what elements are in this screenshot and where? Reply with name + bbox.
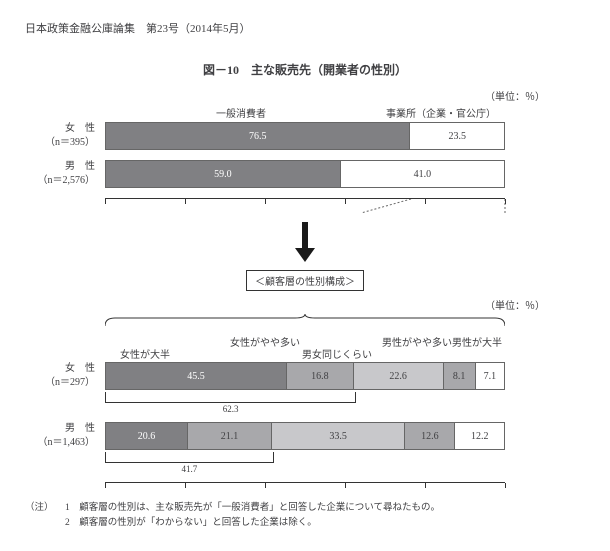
bar-segment: 20.6	[106, 423, 188, 449]
seg-label-consumer: 一般消費者	[105, 105, 377, 120]
sum-bracket: 62.3	[105, 392, 356, 403]
seg-label: 女性がやや多い	[230, 334, 300, 349]
bar-segment: 7.1	[476, 363, 504, 389]
bar-segment: 23.5	[410, 123, 504, 149]
bar-segment: 76.5	[106, 123, 410, 149]
page-header: 日本政策金融公庫論集 第23号（2014年5月）	[25, 20, 585, 36]
chart-2: 女性が大半 女性がやや多い男女同じくらい男性がやや多い男性が大半 女 性（n＝29…	[25, 334, 585, 483]
bar: 76.523.5	[105, 122, 505, 150]
bar-segment: 21.1	[188, 423, 272, 449]
bar-segment: 59.0	[106, 161, 341, 187]
bar-segment: 45.5	[106, 363, 287, 389]
bar-segment: 41.0	[341, 161, 504, 187]
sum-bracket: 41.7	[105, 452, 274, 463]
row-label: 女 性（n＝395）	[25, 122, 105, 150]
row-label: 男 性（n＝1,463）	[25, 422, 105, 450]
unit-label-2: （単位：％）	[25, 297, 545, 312]
bar-segment: 12.6	[405, 423, 455, 449]
unit-label-1: （単位：％）	[25, 88, 545, 103]
bar-row: 男 性（n＝1,463）20.621.133.512.612.2	[25, 422, 585, 450]
row-label: 男 性（n＝2,576）	[25, 160, 105, 188]
bar: 59.041.0	[105, 160, 505, 188]
bar-segment: 12.2	[455, 423, 504, 449]
seg-label: 女性が大半	[120, 346, 170, 361]
arrow-down	[25, 222, 585, 265]
seg-label-biz: 事業所（企業・官公庁）	[377, 105, 505, 120]
bar-segment: 22.6	[354, 363, 444, 389]
seg-label: 男性がやや多い	[382, 334, 452, 349]
figure-title: 図－10 主な販売先（開業者の性別）	[25, 61, 585, 78]
curly-brace	[105, 314, 585, 326]
sub-caption: ＜顧客層の性別構成＞	[246, 270, 364, 291]
row-label: 女 性（n＝297）	[25, 362, 105, 390]
bar-row: 女 性（n＝395）76.523.5	[25, 122, 585, 150]
seg-label: 男性が大半	[452, 334, 502, 349]
chart-1: 一般消費者事業所（企業・官公庁） 女 性（n＝395）76.523.5男 性（n…	[25, 105, 585, 199]
bar-row: 女 性（n＝297）45.516.822.68.17.1	[25, 362, 585, 390]
footnotes: （注）1 顧客層の性別は、主な販売先が「一般消費者」と回答した企業について尋ねた…	[25, 501, 585, 531]
bar-segment: 16.8	[287, 363, 354, 389]
sub-caption-holder: ＜顧客層の性別構成＞	[25, 270, 585, 291]
bar: 20.621.133.512.612.2	[105, 422, 505, 450]
bar-row: 男 性（n＝2,576）59.041.0	[25, 160, 585, 188]
bar: 45.516.822.68.17.1	[105, 362, 505, 390]
seg-label: 男女同じくらい	[302, 346, 372, 361]
bar-segment: 33.5	[272, 423, 405, 449]
connector-lines	[25, 199, 585, 217]
bar-segment: 8.1	[444, 363, 476, 389]
